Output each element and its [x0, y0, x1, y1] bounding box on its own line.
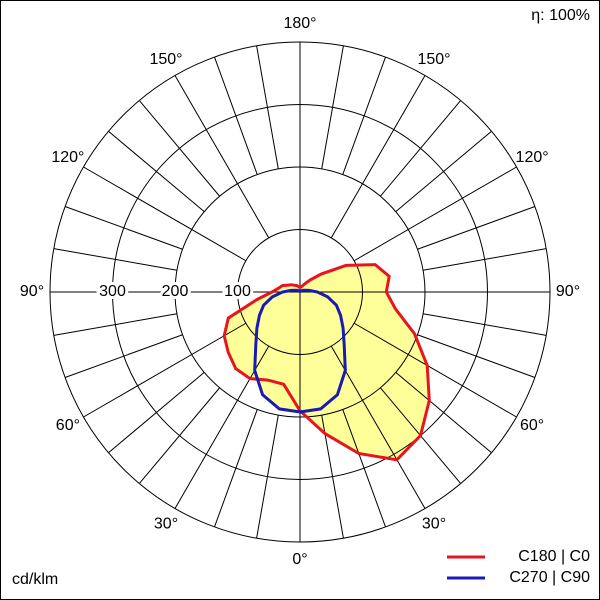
spoke — [108, 371, 205, 454]
spoke — [379, 100, 462, 197]
angle-tick-label: 90° — [556, 283, 580, 300]
spoke — [423, 248, 547, 271]
series-line — [253, 288, 347, 414]
series-line — [222, 263, 431, 462]
spoke — [64, 206, 183, 250]
angle-tick-label: 30° — [422, 515, 446, 532]
angle-tick-label: 0° — [292, 551, 307, 568]
spoke — [174, 345, 270, 509]
angle-tick-label: 150° — [149, 51, 182, 68]
spoke — [174, 75, 270, 239]
legend-label: C180 | C0 — [518, 548, 590, 565]
r-tick-label: 100 — [224, 283, 251, 300]
spoke — [417, 334, 536, 378]
legend-label: C270 | C90 — [509, 569, 590, 586]
angle-tick-label: 90° — [20, 283, 44, 300]
angle-tick-label: 60° — [520, 417, 544, 434]
spoke — [138, 387, 221, 484]
spoke — [53, 313, 177, 336]
spoke — [321, 45, 344, 169]
spoke — [417, 206, 536, 250]
spoke — [83, 322, 247, 418]
spoke — [342, 56, 386, 175]
spoke — [342, 409, 386, 528]
spoke — [353, 166, 517, 262]
angle-tick-label: 60° — [56, 417, 80, 434]
angle-tick-label: 180° — [283, 15, 316, 32]
angle-tick-label: 30° — [154, 515, 178, 532]
spoke — [214, 56, 258, 175]
spoke — [330, 75, 426, 239]
angle-tick-label: 150° — [417, 51, 450, 68]
angle-tick-label: 120° — [51, 149, 84, 166]
spoke — [395, 371, 492, 454]
spoke — [108, 130, 205, 213]
spoke — [423, 313, 547, 336]
spoke — [256, 415, 279, 539]
spoke — [330, 345, 426, 509]
spoke — [321, 415, 344, 539]
unit-label: cd/klm — [12, 571, 58, 588]
spoke — [256, 45, 279, 169]
spoke — [83, 166, 247, 262]
spoke — [53, 248, 177, 271]
r-tick-label: 200 — [162, 283, 189, 300]
spoke — [64, 334, 183, 378]
spoke — [138, 100, 221, 197]
angle-tick-label: 120° — [516, 149, 549, 166]
spoke — [353, 322, 517, 418]
spoke — [214, 409, 258, 528]
annotation: η: 100% — [531, 7, 590, 24]
spoke — [395, 130, 492, 213]
r-tick-label: 300 — [99, 283, 126, 300]
